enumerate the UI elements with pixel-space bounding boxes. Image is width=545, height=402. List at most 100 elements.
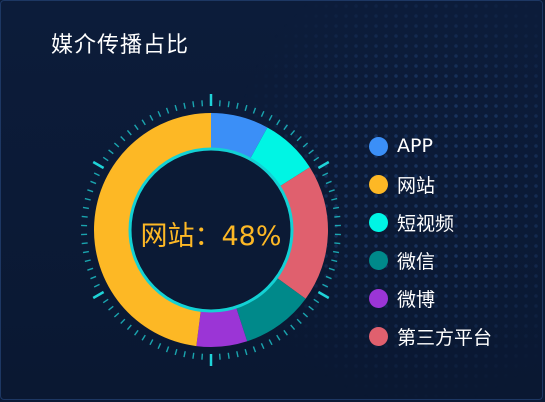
tick-mark (244, 104, 248, 111)
legend-item-weibo[interactable]: 微博 (369, 279, 492, 317)
tick-mark (244, 349, 248, 356)
tick-mark (81, 215, 88, 218)
tick-mark (334, 215, 341, 218)
tick-mark (290, 324, 296, 331)
tick-mark (165, 346, 170, 353)
legend-label: 第三方平台 (397, 326, 493, 349)
tick-mark (296, 135, 302, 142)
tick-mark (113, 312, 120, 318)
tick-ring (81, 94, 341, 366)
tick-mark (141, 334, 146, 341)
slice-app[interactable] (211, 113, 268, 160)
legend-item-app[interactable]: APP (369, 127, 492, 165)
tick-mark (126, 324, 132, 331)
tick-mark (82, 250, 90, 254)
legend-label: 微信 (397, 250, 436, 273)
tick-mark (141, 119, 146, 126)
tick-mark (331, 197, 338, 201)
tick-mark (102, 298, 109, 304)
tick-mark (313, 298, 320, 304)
chart-title: 媒介传播占比 (51, 33, 190, 58)
tick-mark (227, 101, 230, 108)
center-label-name: 网站 (140, 221, 194, 252)
tick-mark (157, 342, 162, 350)
legend-label: 网站 (397, 174, 436, 197)
tick-mark (126, 129, 132, 136)
tick-mark (317, 290, 330, 300)
tick-mark (102, 156, 109, 162)
legend-item-wechat[interactable]: 微信 (369, 241, 492, 279)
tick-mark (331, 259, 338, 263)
legend-item-website[interactable]: 网站 (369, 165, 492, 203)
legend-label: 短视频 (397, 212, 455, 235)
legend-item-third-party-platform[interactable]: 第三方平台 (369, 317, 492, 355)
tick-mark (165, 107, 170, 114)
legend-item-short-video[interactable]: 短视频 (369, 203, 492, 241)
tick-mark (113, 142, 120, 148)
inner-ring (128, 147, 294, 313)
center-label-separator: ： (194, 221, 221, 252)
tick-mark (93, 172, 100, 177)
tick-mark (317, 160, 330, 170)
tick-mark (236, 351, 239, 358)
tick-mark (308, 305, 314, 311)
tick-mark (92, 290, 105, 300)
tick-mark (108, 305, 114, 311)
tick-mark (328, 189, 335, 193)
donut-slices (93, 113, 328, 347)
tick-mark (108, 149, 114, 155)
tick-mark (87, 267, 94, 271)
legend-swatch (369, 174, 388, 194)
tick-mark (183, 102, 186, 109)
tick-mark (120, 318, 126, 325)
tick-mark (313, 156, 320, 162)
slice-short-video[interactable] (249, 127, 310, 188)
tick-mark (149, 114, 154, 121)
tick-mark (268, 339, 273, 346)
slice-wechat[interactable] (235, 277, 306, 342)
tick-mark (296, 318, 302, 325)
legend-swatch (369, 136, 388, 156)
tick-mark (157, 110, 162, 118)
tick-mark (290, 129, 296, 136)
slice-website[interactable] (93, 113, 211, 347)
tick-mark (260, 342, 265, 350)
tick-mark (325, 180, 332, 185)
tick-mark (283, 124, 288, 131)
legend-label: APP (397, 135, 433, 157)
legend-swatch (369, 212, 388, 232)
tick-mark (302, 312, 309, 318)
tick-mark (227, 352, 230, 359)
center-label: 网站：48% (140, 221, 281, 252)
tick-mark (134, 329, 139, 336)
tick-mark (252, 346, 257, 353)
tick-mark (90, 180, 97, 185)
tick-mark (276, 119, 281, 126)
legend-swatch (369, 288, 388, 308)
tick-mark (302, 142, 309, 148)
tick-mark (134, 124, 139, 131)
tick-mark (149, 339, 154, 346)
tick-mark (322, 283, 329, 288)
tick-mark (174, 349, 178, 356)
tick-mark (120, 135, 126, 142)
tick-mark (283, 329, 288, 336)
legend-swatch (369, 326, 388, 346)
tick-mark (81, 242, 88, 245)
tick-mark (236, 102, 239, 109)
tick-mark (308, 149, 314, 155)
tick-mark (84, 259, 91, 263)
tick-mark (334, 242, 341, 245)
tick-mark (328, 267, 335, 271)
tick-mark (87, 189, 94, 193)
slice-third-party-platform[interactable] (275, 167, 328, 299)
slice-weibo[interactable] (196, 306, 248, 347)
tick-mark (322, 172, 329, 177)
tick-mark (252, 107, 257, 114)
tick-mark (174, 104, 178, 111)
tick-mark (93, 283, 100, 288)
tick-mark (183, 351, 186, 358)
tick-mark (268, 114, 273, 121)
